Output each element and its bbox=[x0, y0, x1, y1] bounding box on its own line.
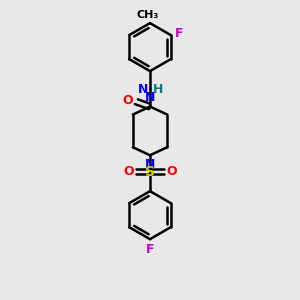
Text: F: F bbox=[175, 28, 183, 40]
Text: N: N bbox=[145, 158, 155, 171]
Text: S: S bbox=[145, 165, 155, 179]
Text: N: N bbox=[145, 91, 155, 104]
Text: O: O bbox=[167, 165, 177, 178]
Text: CH₃: CH₃ bbox=[136, 10, 158, 20]
Text: F: F bbox=[146, 243, 154, 256]
Text: O: O bbox=[122, 94, 133, 107]
Text: H: H bbox=[153, 83, 163, 96]
Text: O: O bbox=[123, 165, 134, 178]
Text: N: N bbox=[138, 83, 148, 96]
